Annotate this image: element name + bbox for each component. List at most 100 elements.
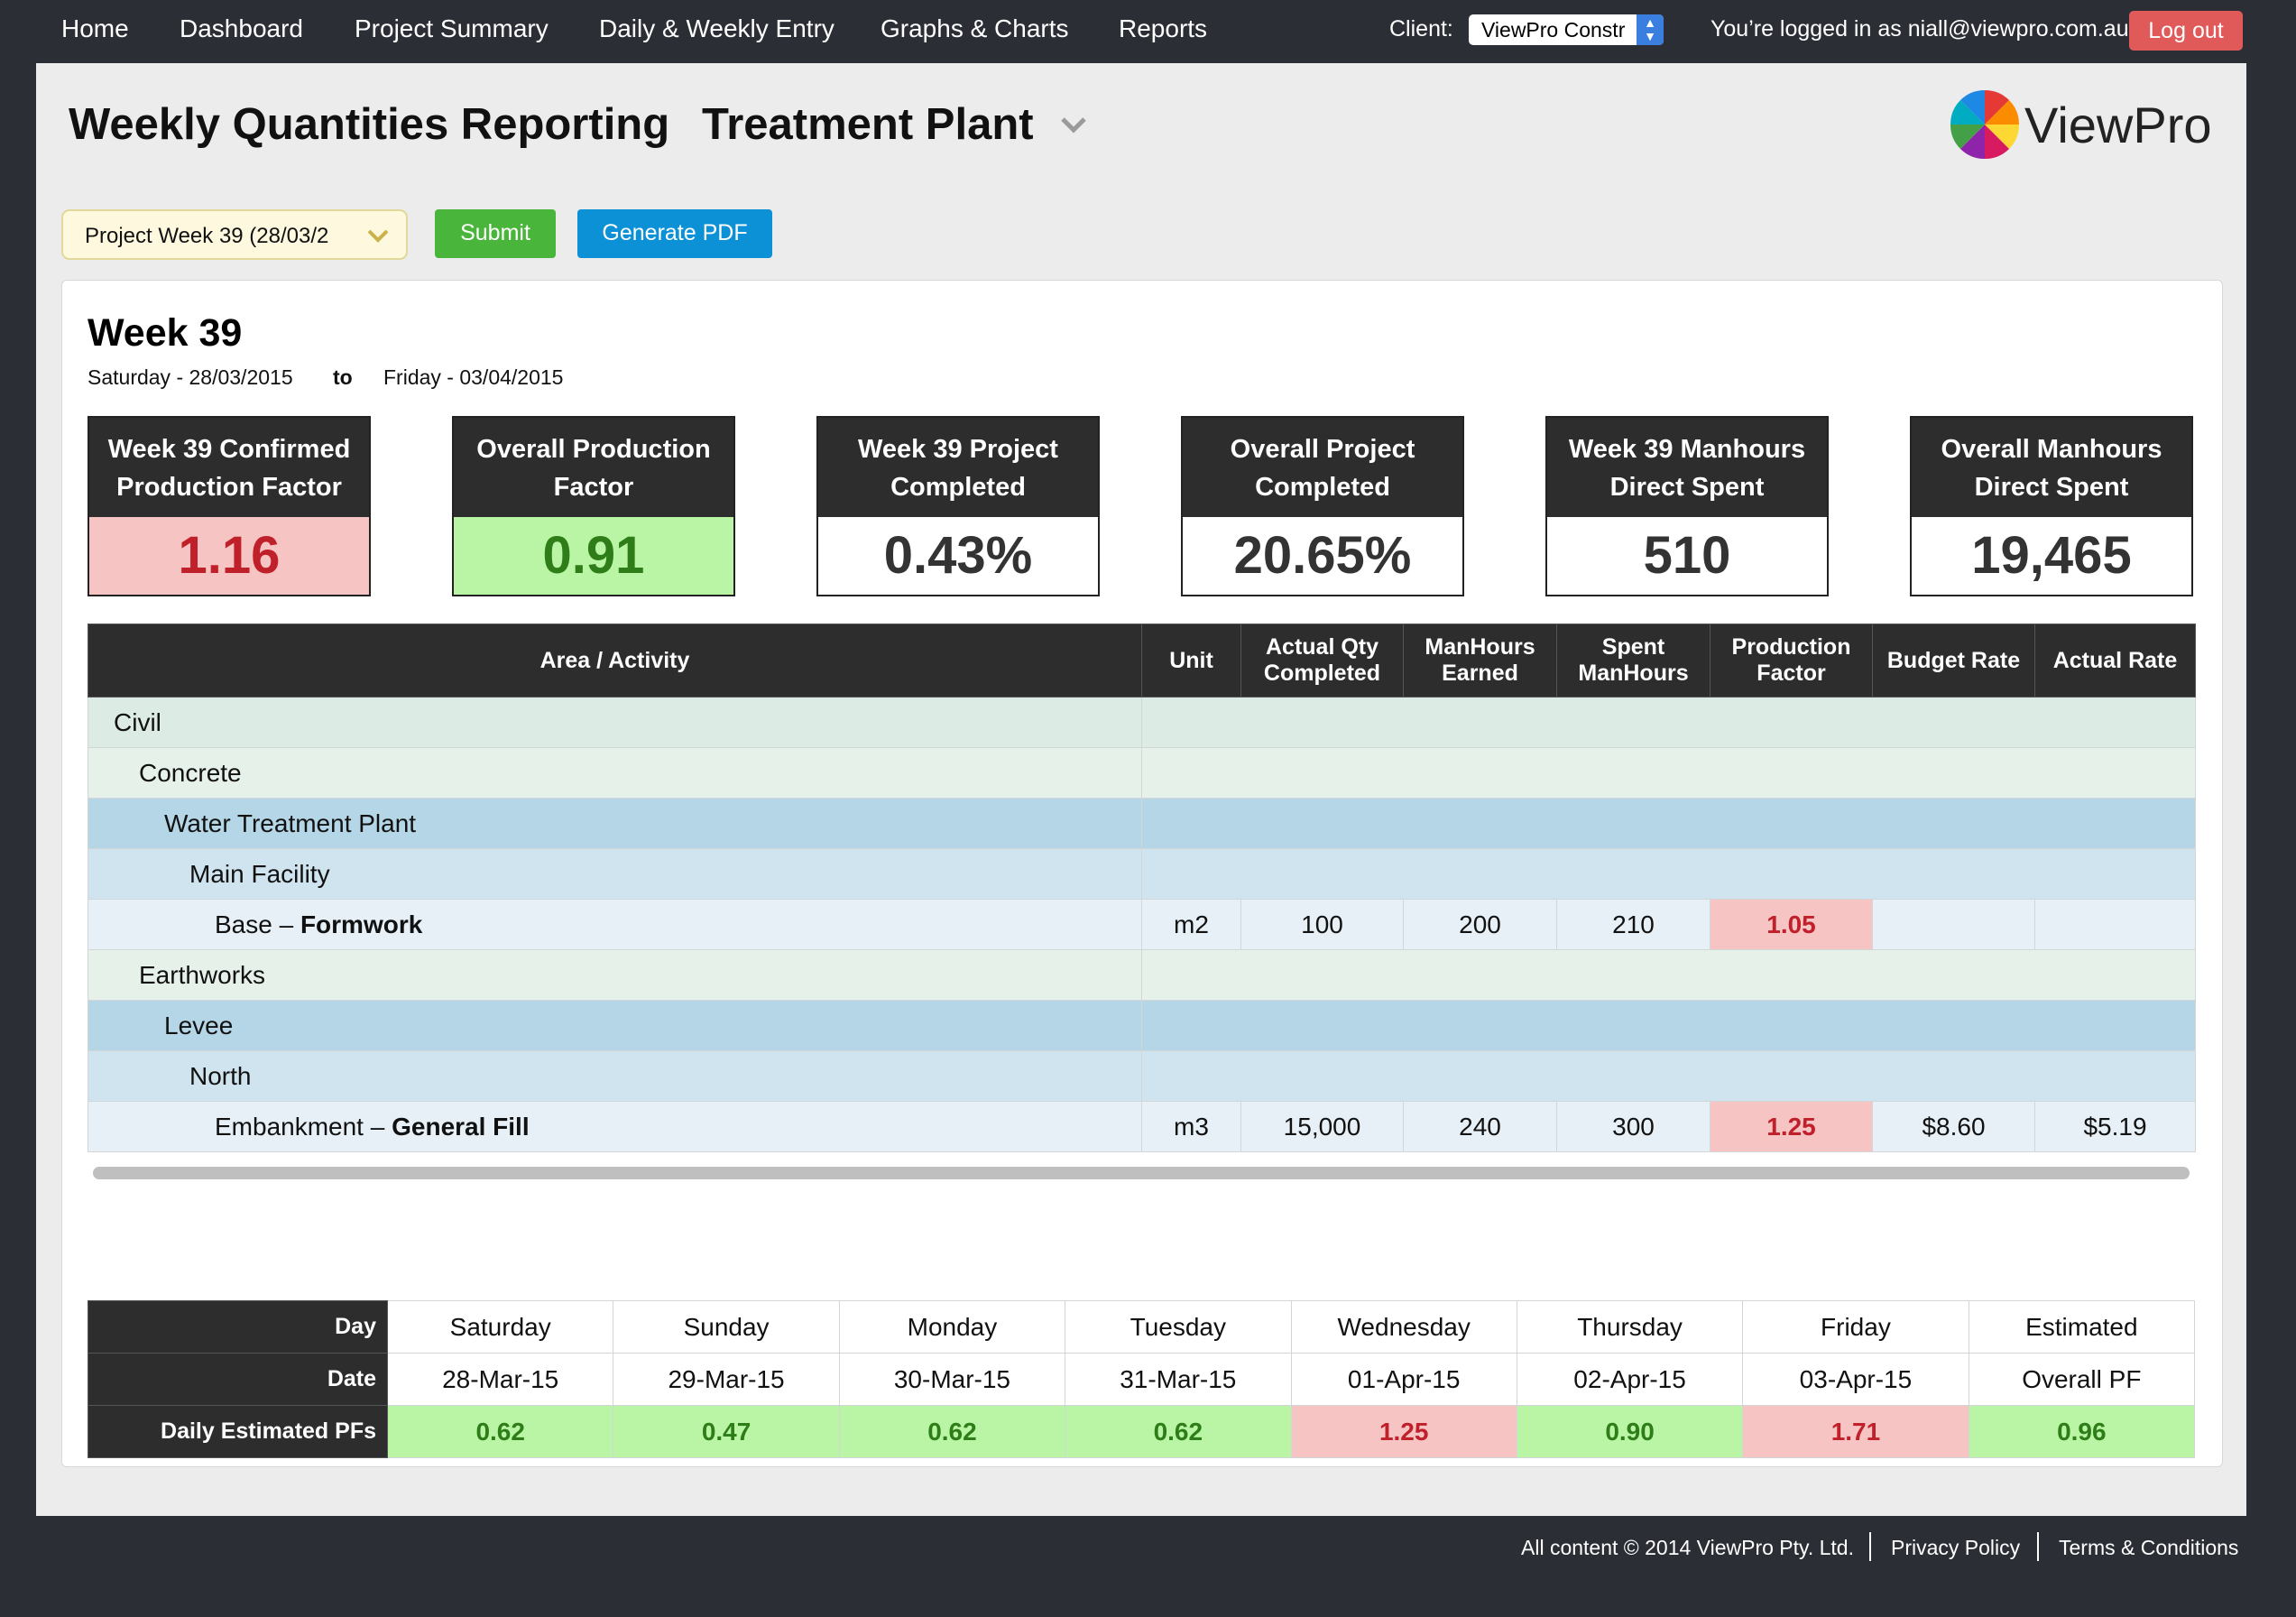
cell-actual-rate: $5.19 — [2034, 1101, 2196, 1152]
row-label: Levee — [88, 1000, 1142, 1051]
nav-project-summary[interactable]: Project Summary — [355, 14, 549, 42]
table-header-row: Area / Activity Unit Actual Qty Complete… — [88, 624, 2196, 698]
client-select[interactable]: ViewPro Constr ▲ ▼ — [1469, 14, 1664, 45]
table-row: Civil — [88, 697, 2196, 748]
day-cell: Saturday — [386, 1300, 614, 1354]
cell-actual-rate — [2034, 899, 2196, 950]
table-row: Levee — [88, 1000, 2196, 1051]
cell-unit: m3 — [1141, 1101, 1241, 1152]
footer-divider — [2037, 1532, 2039, 1561]
kpi-value: 19,465 — [1971, 526, 2132, 585]
row-label: Earthworks — [88, 949, 1142, 1001]
submit-button[interactable]: Submit — [435, 209, 556, 258]
cell-spent: 300 — [1556, 1101, 1710, 1152]
client-select-value: ViewPro Constr — [1481, 18, 1626, 42]
nav-graphs-charts[interactable]: Graphs & Charts — [881, 14, 1069, 42]
cell-earned: 200 — [1403, 899, 1557, 950]
chevron-down-icon — [367, 229, 389, 243]
date-cell: 31-Mar-15 — [1065, 1353, 1292, 1406]
table-row: Embankment – General Fill m3 15,000 240 … — [88, 1101, 2196, 1152]
cell-spent: 210 — [1556, 899, 1710, 950]
nav-dashboard[interactable]: Dashboard — [180, 14, 303, 42]
pf-cell: 0.62 — [386, 1405, 614, 1458]
date-row: Date 28-Mar-15 29-Mar-15 30-Mar-15 31-Ma… — [88, 1353, 2196, 1406]
nav-reports[interactable]: Reports — [1119, 14, 1208, 42]
pf-cell: 0.62 — [838, 1405, 1066, 1458]
row-location: Embankment – — [215, 1112, 392, 1141]
kpi-value: 0.43% — [883, 526, 1033, 585]
col-actual-rate: Actual Rate — [2034, 624, 2196, 698]
table-row: Main Facility — [88, 848, 2196, 900]
kpi-title: Week 39 Project Completed — [818, 418, 1098, 517]
date-cell: 03-Apr-15 — [1742, 1353, 1969, 1406]
activity-table-wrapper: Area / Activity Unit Actual Qty Complete… — [88, 624, 2196, 1179]
col-production-factor: Production Factor — [1710, 624, 1873, 698]
col-area-activity: Area / Activity — [88, 624, 1142, 698]
col-manhours-earned: ManHours Earned — [1403, 624, 1557, 698]
table-row: Earthworks — [88, 949, 2196, 1001]
nav-home[interactable]: Home — [61, 14, 129, 42]
day-cell: Wednesday — [1290, 1300, 1517, 1354]
day-cell: Thursday — [1516, 1300, 1744, 1354]
day-cell: Estimated — [1968, 1300, 2196, 1354]
row-label: North — [88, 1050, 1142, 1102]
row-label: Concrete — [88, 747, 1142, 799]
table-row: Concrete — [88, 747, 2196, 799]
row-location: Base – — [215, 910, 300, 938]
kpi-value: 0.91 — [454, 517, 733, 595]
row-activity: General Fill — [392, 1112, 530, 1141]
cell-unit: m2 — [1141, 899, 1241, 950]
range-to-label: to — [333, 365, 353, 389]
date-cell: 02-Apr-15 — [1516, 1353, 1744, 1406]
table-row: North — [88, 1050, 2196, 1102]
footer-terms-link[interactable]: Terms & Conditions — [2059, 1536, 2239, 1559]
kpi-overall-completed: Overall Project Completed 20.65% — [1181, 416, 1464, 596]
daily-pf-table-wrapper: Day Saturday Sunday Monday Tuesday Wedne… — [88, 1300, 2196, 1458]
cell-qty: 100 — [1240, 899, 1404, 950]
kpi-title: Week 39 Confirmed Production Factor — [89, 418, 369, 517]
pf-cell: 1.25 — [1290, 1405, 1517, 1458]
kpi-title: Overall Production Factor — [454, 418, 733, 517]
week-select[interactable]: Project Week 39 (28/03/2 — [61, 209, 408, 260]
row-label: Base – Formwork — [88, 899, 1142, 950]
table-row: Base – Formwork m2 100 200 210 1.05 — [88, 899, 2196, 950]
col-actual-qty: Actual Qty Completed — [1240, 624, 1404, 698]
nav-daily-weekly-entry[interactable]: Daily & Weekly Entry — [599, 14, 834, 42]
viewpro-logo: ViewPro — [1949, 87, 2219, 164]
footer-divider — [1869, 1532, 1871, 1561]
select-arrows-icon: ▲ ▼ — [1637, 14, 1664, 45]
kpi-overall-manhours: Overall Manhours Direct Spent 19,465 — [1910, 416, 2193, 596]
table-row: Water Treatment Plant — [88, 798, 2196, 849]
row-header-date: Date — [88, 1353, 388, 1406]
generate-pdf-button[interactable]: Generate PDF — [577, 209, 772, 258]
main-content: Weekly Quantities Reporting Treatment Pl… — [36, 63, 2246, 1516]
pf-cell: 1.71 — [1742, 1405, 1969, 1458]
report-panel: Week 39 Saturday - 28/03/2015 to Friday … — [61, 280, 2223, 1467]
horizontal-scrollbar[interactable] — [93, 1167, 2190, 1179]
date-cell: Overall PF — [1968, 1353, 2196, 1406]
pf-cell: 0.96 — [1968, 1405, 2196, 1458]
row-label: Civil — [88, 697, 1142, 748]
row-activity: Formwork — [300, 910, 423, 938]
day-cell: Tuesday — [1065, 1300, 1292, 1354]
cell-pf: 1.25 — [1710, 1101, 1873, 1152]
kpi-value: 510 — [1643, 526, 1731, 585]
kpi-title: Week 39 Manhours Direct Spent — [1547, 418, 1827, 517]
kpi-week-pf: Week 39 Confirmed Production Factor 1.16 — [88, 416, 371, 596]
logged-in-text: You’re logged in as niall@viewpro.com.au — [1710, 16, 2129, 42]
client-label: Client: — [1389, 16, 1453, 42]
plant-selector-label[interactable]: Treatment Plant — [702, 100, 1034, 149]
footer-privacy-link[interactable]: Privacy Policy — [1891, 1536, 2021, 1559]
row-header-pfs: Daily Estimated PFs — [88, 1405, 388, 1458]
chevron-down-icon[interactable] — [1057, 110, 1090, 137]
kpi-title: Overall Project Completed — [1183, 418, 1462, 517]
kpi-value: 20.65% — [1233, 526, 1412, 585]
day-cell: Friday — [1742, 1300, 1969, 1354]
kpi-value: 1.16 — [89, 517, 369, 595]
cell-budget-rate: $8.60 — [1872, 1101, 2035, 1152]
daily-pf-table: Day Saturday Sunday Monday Tuesday Wedne… — [88, 1300, 2196, 1458]
row-label: Main Facility — [88, 848, 1142, 900]
row-label: Embankment – General Fill — [88, 1101, 1142, 1152]
top-nav: Home Dashboard Project Summary Daily & W… — [0, 0, 2296, 63]
logout-button[interactable]: Log out — [2129, 11, 2243, 51]
